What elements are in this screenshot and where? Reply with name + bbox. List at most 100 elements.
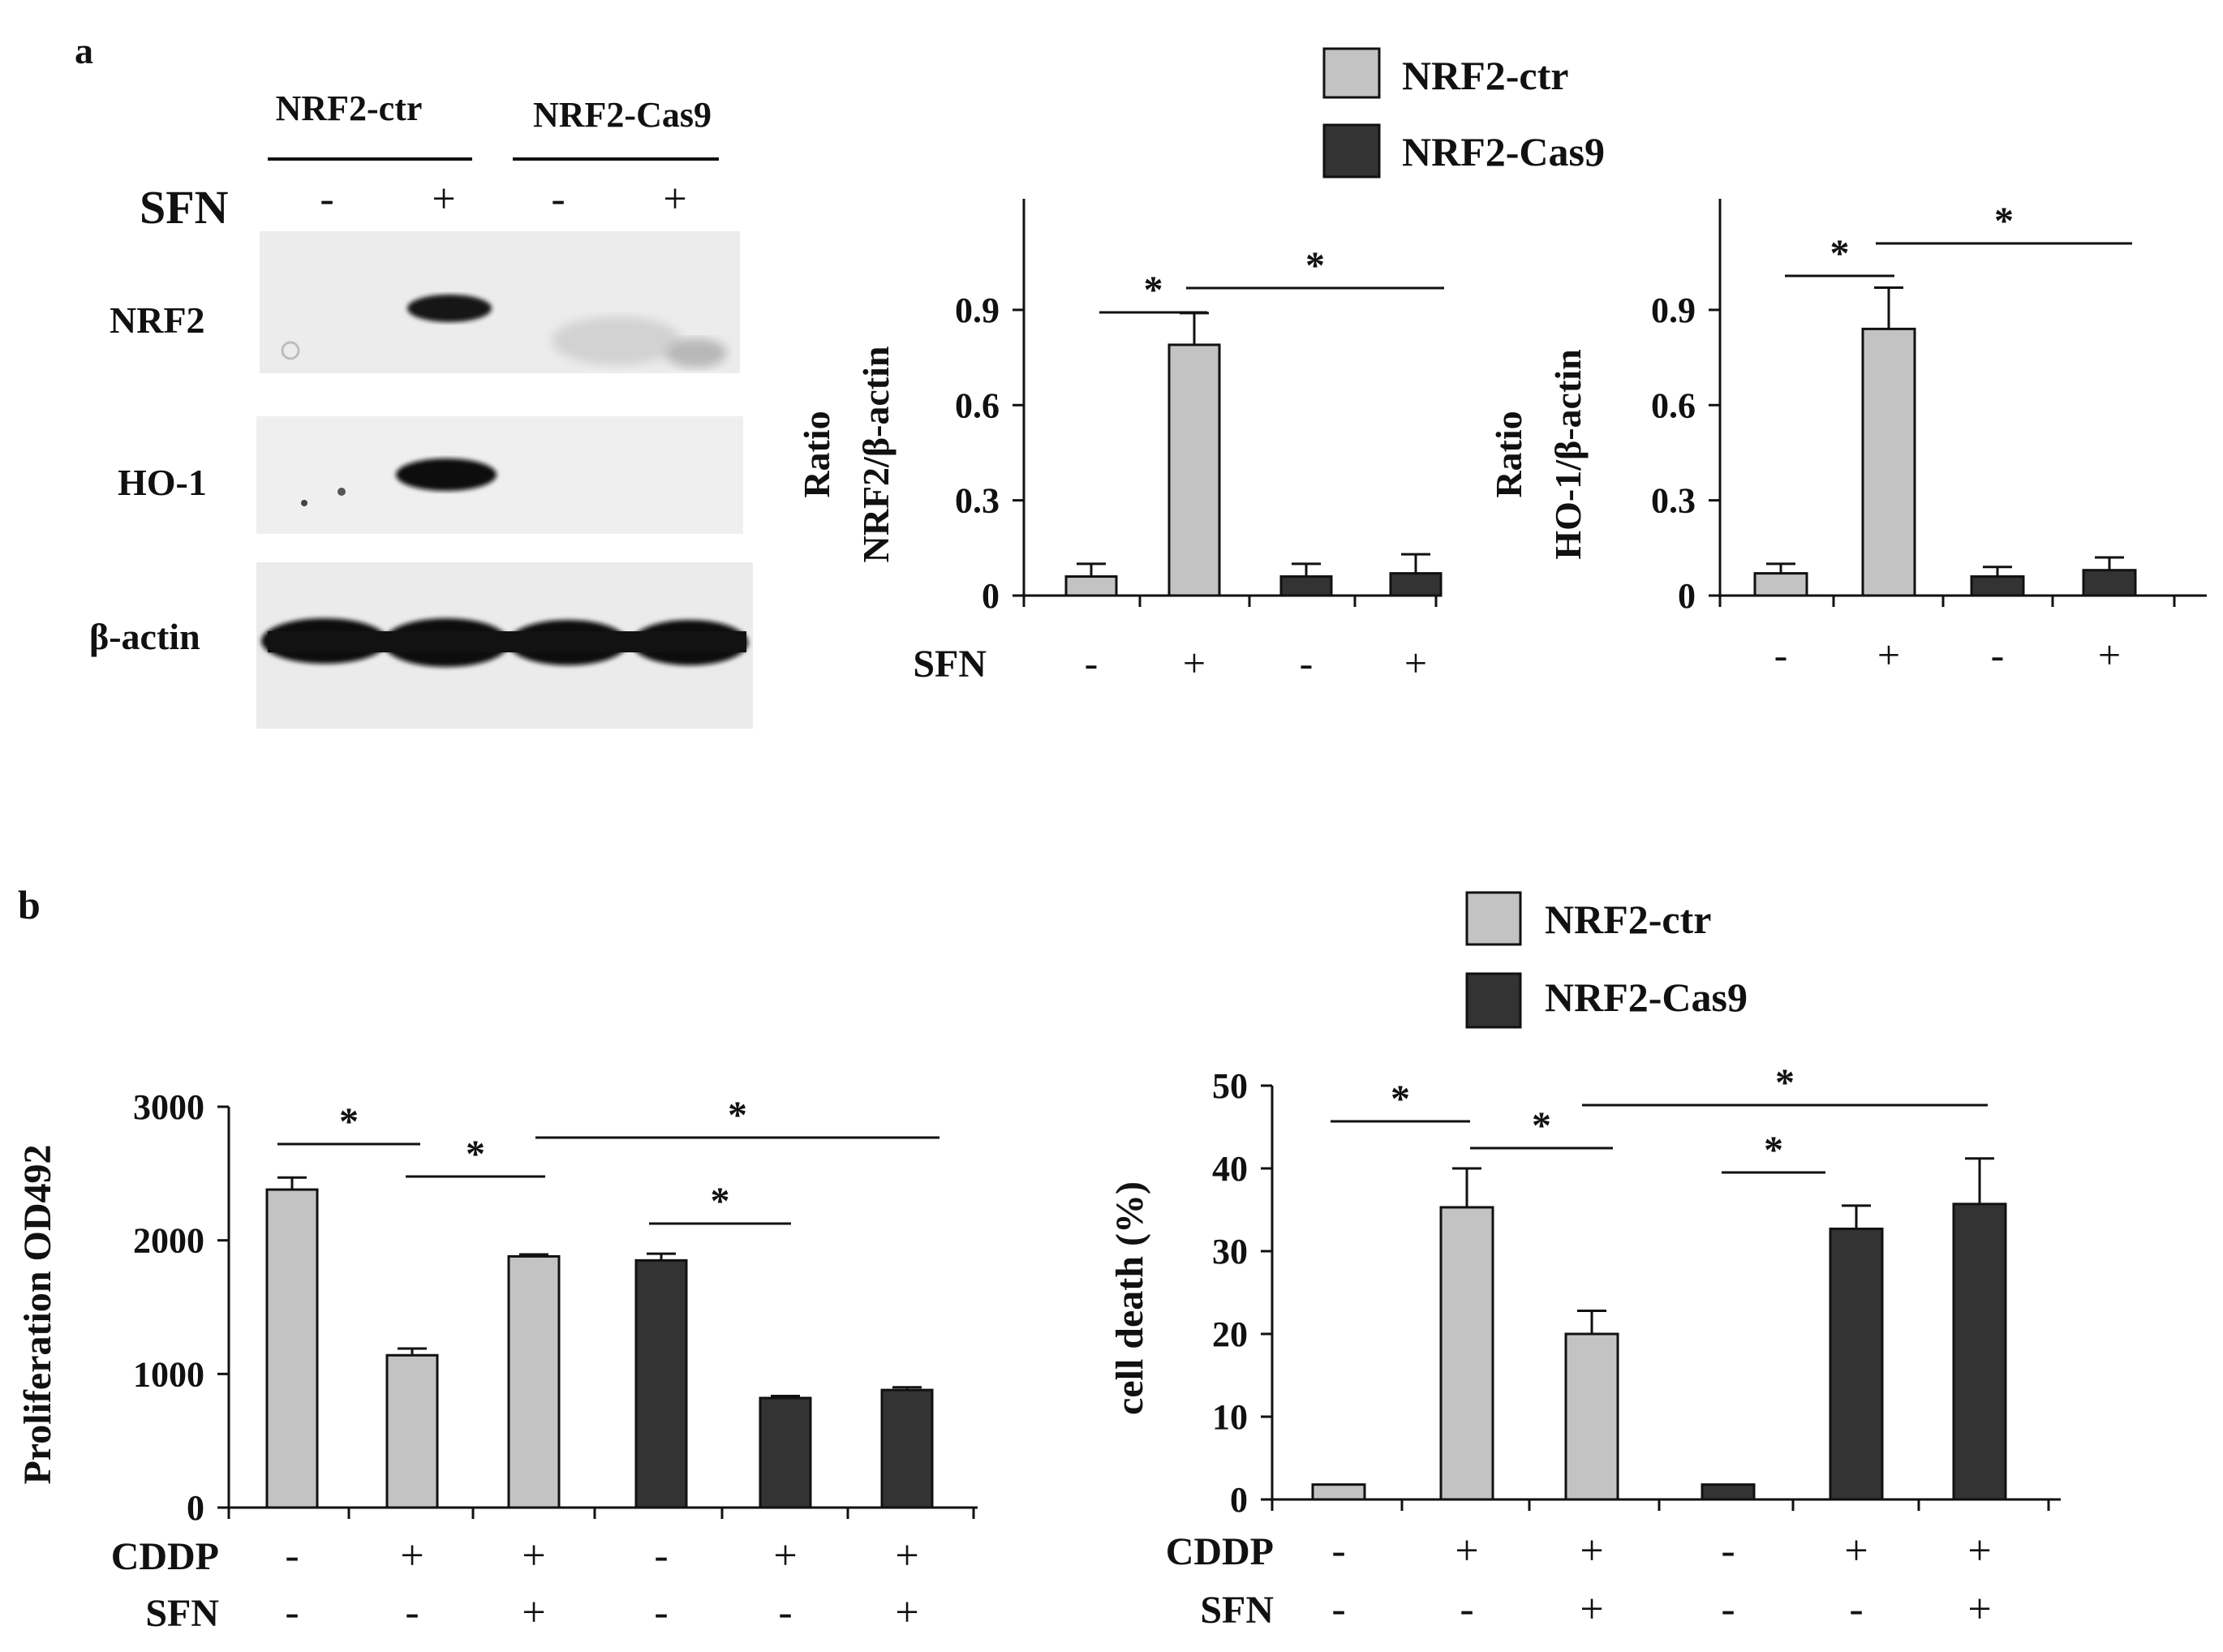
legend-swatch-cas9 bbox=[1322, 123, 1381, 179]
row-label: SFN bbox=[913, 643, 987, 686]
condition-sign: - bbox=[654, 1533, 668, 1579]
blot-group-label-cas9: NRF2-Cas9 bbox=[533, 95, 712, 135]
y-tick-label: 0 bbox=[1678, 576, 1696, 616]
condition-sign: - bbox=[1991, 632, 2005, 678]
bar bbox=[880, 1388, 934, 1509]
y-tick-label: 40 bbox=[1212, 1149, 1248, 1189]
condition-sign: + bbox=[773, 1533, 797, 1579]
blot-sfn-signs: - + - + bbox=[320, 176, 686, 222]
blot-group-label-ctr: NRF2-ctr bbox=[276, 88, 423, 128]
y-tick-label: 10 bbox=[1212, 1397, 1248, 1437]
condition-sign: + bbox=[1455, 1528, 1478, 1574]
row-label: SFN bbox=[1200, 1589, 1274, 1632]
y-tick-label: 50 bbox=[1212, 1066, 1248, 1106]
significance-star: * bbox=[1775, 1061, 1795, 1104]
panel-label-a: a bbox=[75, 30, 93, 71]
condition-sign: - bbox=[405, 1590, 419, 1636]
condition-sign: + bbox=[895, 1590, 918, 1636]
y-tick-label: 3000 bbox=[133, 1087, 204, 1127]
bar bbox=[1167, 343, 1221, 597]
bar bbox=[634, 1258, 688, 1509]
panel-label-b: b bbox=[18, 882, 41, 927]
y-axis-label: NRF2/β-actin bbox=[855, 346, 897, 563]
legend-label-ctr: NRF2-ctr bbox=[1545, 897, 1711, 942]
blot-row-label-nrf2: NRF2 bbox=[110, 299, 205, 341]
bar bbox=[1389, 572, 1443, 597]
y-tick-label: 0.3 bbox=[955, 481, 1000, 521]
condition-sign: - bbox=[1849, 1586, 1863, 1633]
bar bbox=[385, 1353, 439, 1509]
y-tick-label: 0 bbox=[1230, 1480, 1248, 1520]
legend-swatch-cas9 bbox=[1465, 972, 1522, 1029]
condition-sign: + bbox=[1580, 1586, 1603, 1633]
significance-star: * bbox=[1391, 1078, 1410, 1121]
condition-sign: + bbox=[1183, 640, 1206, 686]
blot-sfn-label: SFN bbox=[140, 181, 229, 234]
y-tick-label: 30 bbox=[1212, 1232, 1248, 1271]
condition-sign: + bbox=[1404, 640, 1427, 686]
bar bbox=[1701, 1483, 1756, 1501]
blot-group-header: NRF2-ctr NRF2-Cas9 bbox=[268, 88, 719, 161]
chart-nrf2-ratio: 0 0.3 0.6 0.9 Ratio NRF2/β-actin SFN - + - + * * bbox=[796, 199, 1444, 686]
condition-sign: - bbox=[1721, 1528, 1735, 1574]
condition-sign: + bbox=[522, 1533, 545, 1579]
legend-label-cas9: NRF2-Cas9 bbox=[1545, 974, 1748, 1020]
y-tick-label: 2000 bbox=[133, 1221, 204, 1261]
bar bbox=[1861, 327, 1916, 597]
condition-sign: + bbox=[1580, 1528, 1603, 1574]
bar bbox=[1064, 575, 1118, 597]
condition-sign: + bbox=[400, 1533, 424, 1579]
bar bbox=[1564, 1332, 1619, 1501]
condition-sign: - bbox=[285, 1590, 299, 1636]
blot-sfn-sign: - bbox=[320, 176, 333, 222]
y-tick-label: 0 bbox=[187, 1488, 204, 1528]
bar bbox=[2082, 569, 2137, 597]
condition-sign: - bbox=[285, 1533, 299, 1579]
blot-strip-actin bbox=[256, 562, 753, 729]
significance-star: * bbox=[728, 1094, 747, 1137]
condition-sign: + bbox=[1877, 632, 1900, 678]
legend-label-ctr: NRF2-ctr bbox=[1402, 53, 1568, 98]
legend-label-cas9: NRF2-Cas9 bbox=[1402, 129, 1605, 174]
condition-sign: + bbox=[895, 1533, 918, 1579]
y-axis-label: Proliferation OD492 bbox=[16, 1144, 59, 1484]
significance-star: * bbox=[1532, 1104, 1551, 1147]
condition-sign: - bbox=[654, 1590, 668, 1636]
blot-row-label-actin: β-actin bbox=[89, 616, 200, 657]
y-tick-label: 20 bbox=[1212, 1314, 1248, 1354]
significance-star: * bbox=[1764, 1129, 1783, 1172]
bar bbox=[1439, 1206, 1494, 1501]
significance-star: * bbox=[339, 1100, 359, 1143]
y-tick-label: 0.3 bbox=[1651, 481, 1696, 521]
significance-star: * bbox=[1305, 244, 1325, 287]
y-axis-label: HO-1/β-actin bbox=[1547, 349, 1589, 559]
bar bbox=[265, 1188, 319, 1509]
blot-sfn-sign: + bbox=[432, 176, 455, 222]
condition-sign: + bbox=[1967, 1528, 1991, 1574]
bar bbox=[1753, 572, 1808, 597]
bar bbox=[1279, 575, 1333, 597]
bar bbox=[1970, 575, 2025, 597]
legend-a: NRF2-ctr NRF2-Cas9 bbox=[1322, 47, 1605, 179]
row-label: SFN bbox=[145, 1592, 219, 1635]
significance-star: * bbox=[466, 1133, 485, 1176]
y-tick-label: 0.9 bbox=[955, 290, 1000, 330]
y-axis-label: Ratio bbox=[796, 411, 837, 497]
y-tick-label: 0.6 bbox=[955, 385, 1000, 425]
condition-sign: - bbox=[1774, 632, 1788, 678]
condition-sign: + bbox=[2098, 632, 2121, 678]
bar bbox=[1829, 1227, 1884, 1501]
condition-sign: - bbox=[778, 1590, 792, 1636]
bar bbox=[1952, 1202, 2007, 1501]
condition-sign: + bbox=[1967, 1586, 1991, 1633]
significance-star: * bbox=[1144, 269, 1163, 312]
row-label: CDDP bbox=[1166, 1530, 1274, 1573]
condition-sign: - bbox=[1085, 640, 1099, 686]
condition-sign: - bbox=[1300, 640, 1314, 686]
bar bbox=[507, 1254, 561, 1509]
row-label: CDDP bbox=[111, 1535, 219, 1578]
blot-band bbox=[407, 295, 492, 322]
condition-sign: - bbox=[1460, 1586, 1473, 1633]
condition-sign: + bbox=[522, 1590, 545, 1636]
chart-proliferation: 0 1000 2000 3000 Proliferation OD492 CDDP SFN -… bbox=[16, 1087, 978, 1636]
